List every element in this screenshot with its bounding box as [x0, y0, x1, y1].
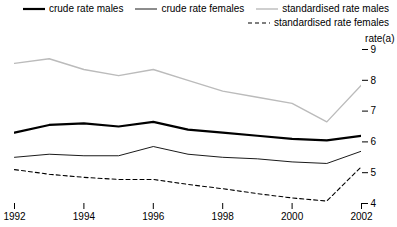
- svg-text:1996: 1996: [142, 211, 165, 222]
- svg-text:4: 4: [371, 198, 377, 209]
- html-text:crude rate females: crude rate females: [161, 3, 245, 14]
- svg-text:2002: 2002: [350, 211, 373, 222]
- svg-text:2000: 2000: [281, 211, 304, 222]
- html-text:standardised rate females: standardised rate females: [273, 17, 389, 28]
- html-text:standardised rate males: standardised rate males: [282, 3, 389, 14]
- svg-text:9: 9: [371, 44, 377, 55]
- svg-text:rate(a): rate(a): [365, 33, 394, 44]
- svg-text:7: 7: [371, 105, 377, 116]
- html-text:crude rate males: crude rate males: [49, 3, 124, 14]
- svg-text:8: 8: [371, 75, 377, 86]
- svg-text:1998: 1998: [212, 211, 235, 222]
- svg-text:6: 6: [371, 136, 377, 147]
- svg-text:1992: 1992: [3, 211, 26, 222]
- svg-text:5: 5: [371, 167, 377, 178]
- svg-text:1994: 1994: [73, 211, 96, 222]
